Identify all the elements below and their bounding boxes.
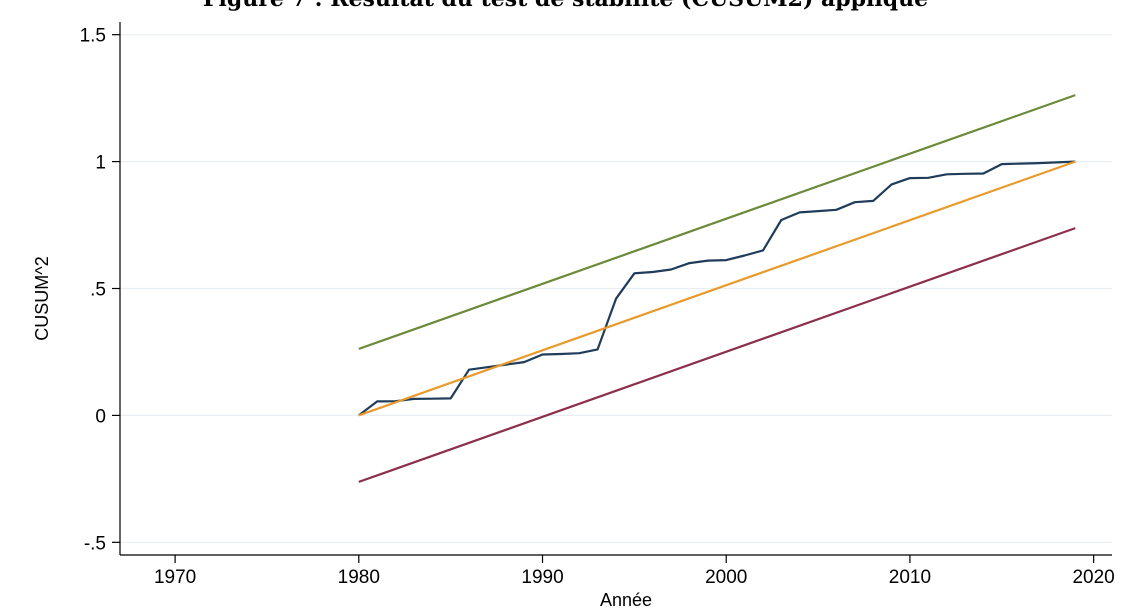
x-tick-label: 1970 xyxy=(154,567,196,588)
x-axis-title: Année xyxy=(600,590,652,610)
y-axis-title: CUSUM^2 xyxy=(32,256,52,340)
y-tick-label: .5 xyxy=(90,280,106,301)
series-line-1 xyxy=(358,160,1076,417)
series-line-4 xyxy=(358,227,1076,483)
x-tick-label: 1980 xyxy=(338,567,380,588)
figure-title: Figure 7 : Résultat du test de stabilité… xyxy=(0,0,1131,12)
y-tick-label: 0 xyxy=(95,406,106,427)
x-tick-label: 2010 xyxy=(889,567,931,588)
x-tick-label: 2020 xyxy=(1072,567,1114,588)
y-tick-label: 1 xyxy=(95,153,106,174)
series-line-2 xyxy=(358,160,1076,417)
axes: -.5 0 .5 1 1.5 1970 1980 1990 2000 2010 2020 xyxy=(80,22,1115,588)
series-group xyxy=(358,94,1076,483)
x-tick-label: 1990 xyxy=(521,567,563,588)
y-tick-label: 1.5 xyxy=(80,26,106,47)
series-line-3 xyxy=(358,94,1076,350)
x-tick-label: 2000 xyxy=(705,567,747,588)
y-tick-label: -.5 xyxy=(84,533,106,554)
grid-lines xyxy=(120,34,1112,543)
